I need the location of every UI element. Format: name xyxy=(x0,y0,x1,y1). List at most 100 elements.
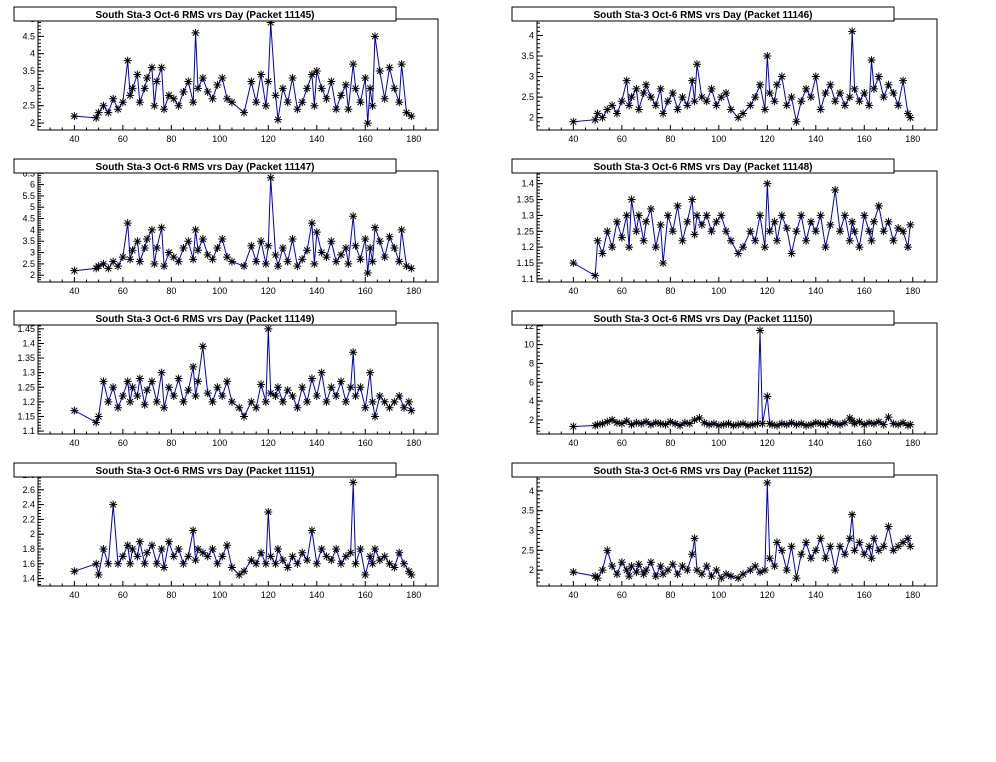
data-point xyxy=(332,105,341,114)
y-tick-label: 1.8 xyxy=(22,544,35,554)
data-point xyxy=(836,89,845,97)
data-point xyxy=(147,63,156,72)
data-point xyxy=(792,227,801,236)
data-point xyxy=(140,400,149,409)
y-tick-label: 1.25 xyxy=(17,382,35,392)
data-point xyxy=(227,563,236,572)
data-point xyxy=(266,552,275,561)
data-point xyxy=(203,250,212,259)
data-point xyxy=(906,220,915,229)
data-point xyxy=(608,562,617,571)
data-point xyxy=(99,545,108,553)
data-point xyxy=(702,97,711,106)
data-point xyxy=(395,548,404,557)
title-box xyxy=(511,462,895,478)
data-point xyxy=(894,542,903,551)
data-point xyxy=(189,255,198,264)
data-point xyxy=(322,94,331,103)
chart-title: South Sta-3 Oct-6 RMS vrs Day (Packet 11… xyxy=(96,314,315,325)
data-point xyxy=(777,546,786,555)
data-point xyxy=(179,559,188,568)
data-point xyxy=(850,419,859,428)
data-point xyxy=(288,73,297,82)
x-tick-label: 160 xyxy=(358,590,373,600)
data-point xyxy=(307,374,316,383)
data-point xyxy=(303,246,312,255)
data-point xyxy=(363,119,372,128)
data-point xyxy=(816,419,825,428)
data-point xyxy=(157,545,166,553)
data-point xyxy=(223,377,232,386)
data-point xyxy=(869,84,878,93)
y-tick-label: 2 xyxy=(30,118,35,128)
data-point xyxy=(690,534,699,543)
data-point xyxy=(712,101,721,110)
data-point xyxy=(617,558,626,567)
data-point xyxy=(310,101,319,110)
data-point xyxy=(712,566,721,575)
data-point xyxy=(646,93,655,102)
data-point xyxy=(598,113,607,122)
x-tick-label: 180 xyxy=(406,438,421,448)
data-point xyxy=(659,258,668,267)
data-point xyxy=(194,377,202,386)
data-point xyxy=(593,574,602,583)
data-point xyxy=(702,211,711,220)
data-point xyxy=(332,545,341,553)
data-point xyxy=(734,113,743,122)
data-point xyxy=(174,257,183,266)
data-point xyxy=(865,542,874,551)
x-tick-label: 120 xyxy=(760,590,775,600)
data-point xyxy=(390,397,399,406)
data-point xyxy=(274,383,282,392)
x-tick-label: 100 xyxy=(711,286,726,296)
data-point xyxy=(109,257,118,266)
data-point xyxy=(634,105,643,114)
data-point xyxy=(627,195,636,204)
data-point xyxy=(613,217,621,226)
data-point xyxy=(322,253,331,262)
data-point xyxy=(283,98,292,107)
data-point xyxy=(189,526,198,535)
data-point xyxy=(179,397,188,406)
data-point xyxy=(719,420,728,429)
x-tick-label: 120 xyxy=(261,134,276,144)
chart-title: South Sta-3 Oct-6 RMS vrs Day (Packet 11… xyxy=(594,314,813,325)
data-point xyxy=(123,56,132,65)
y-tick-label: 3 xyxy=(30,83,35,93)
data-point xyxy=(603,546,612,555)
x-tick-label: 180 xyxy=(406,286,421,296)
data-point xyxy=(760,566,769,575)
chart-panel-11146: 40 60 80 100 120 140 160 180 2 2.5 3 3.5 4 South Sta… xyxy=(511,6,938,144)
y-tick-label: 1.4 xyxy=(22,574,35,584)
series-line xyxy=(573,330,911,427)
data-point xyxy=(651,101,660,110)
data-point xyxy=(768,420,777,429)
data-point xyxy=(717,574,726,583)
data-point xyxy=(344,259,353,268)
data-point xyxy=(169,552,178,561)
data-point xyxy=(184,386,193,395)
y-tick-label: 1.1 xyxy=(22,426,35,436)
data-point xyxy=(855,417,864,426)
y-tick-label: 2.6 xyxy=(22,485,35,495)
data-point xyxy=(118,392,127,401)
data-point xyxy=(879,420,888,429)
data-point xyxy=(683,566,692,575)
data-point xyxy=(395,98,404,107)
data-point xyxy=(756,80,765,89)
data-point xyxy=(831,97,840,106)
data-point xyxy=(855,97,864,106)
data-point xyxy=(763,52,772,60)
data-point xyxy=(191,392,200,401)
data-point xyxy=(70,266,79,275)
data-point xyxy=(765,419,774,428)
data-point xyxy=(264,77,273,86)
y-tick-label: 2.5 xyxy=(521,545,534,555)
y-tick-label: 4 xyxy=(30,225,35,235)
data-point xyxy=(349,348,358,357)
data-point xyxy=(337,377,346,386)
data-point xyxy=(884,217,893,226)
data-point xyxy=(370,412,379,421)
chart-title: South Sta-3 Oct-6 RMS vrs Day (Packet 11… xyxy=(96,162,315,173)
